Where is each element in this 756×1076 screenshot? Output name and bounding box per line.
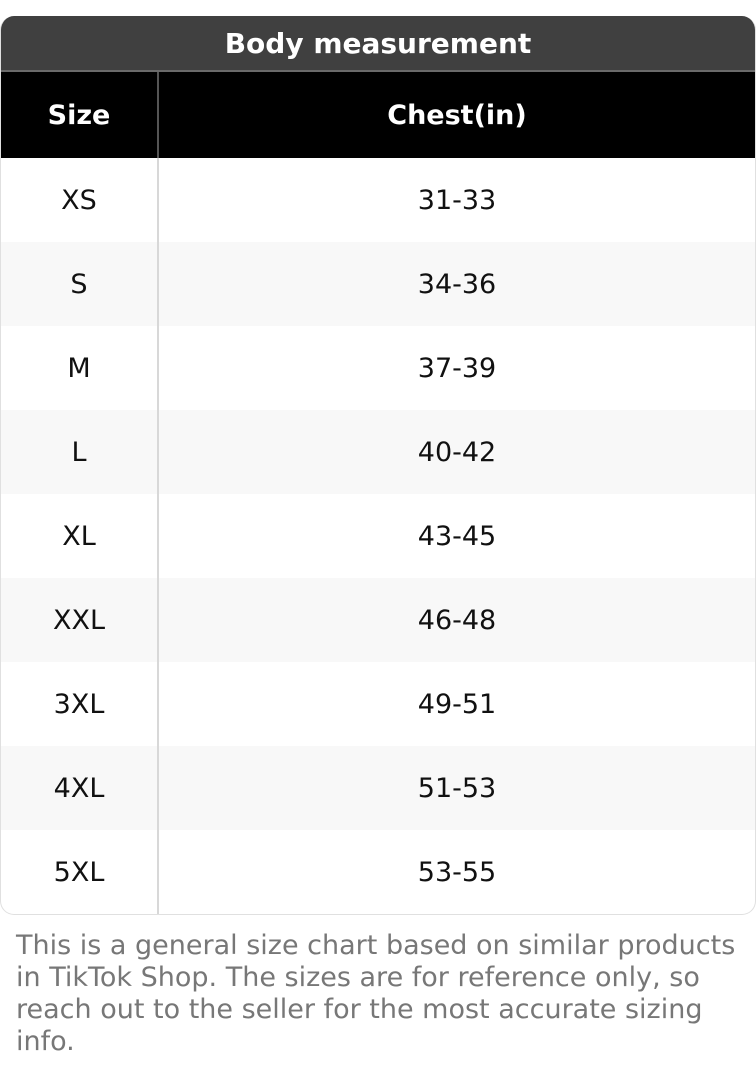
table-row: 4XL 51-53: [1, 746, 755, 830]
table-body: XS 31-33 S 34-36 M 37-39 L 40-42 XL 43-45 XXL 46-48…: [1, 158, 755, 914]
size-cell: XL: [1, 494, 159, 578]
table-row: 3XL 49-51: [1, 662, 755, 746]
size-cell: 3XL: [1, 662, 159, 746]
chest-cell: 37-39: [417, 352, 497, 384]
size-cell: XS: [1, 158, 159, 242]
size-chart-table: Body measurement Size Chest(in) XS 31-33 S…: [0, 16, 756, 915]
chest-cell: 31-33: [417, 184, 497, 216]
table-header-row: Size Chest(in): [1, 72, 755, 158]
table-row: L 40-42: [1, 410, 755, 494]
table-row: XL 43-45: [1, 494, 755, 578]
table-row: XXL 46-48: [1, 578, 755, 662]
size-cell: 4XL: [1, 746, 159, 830]
size-chart-note: This is a general size chart based on si…: [16, 930, 736, 1057]
size-cell: XXL: [1, 578, 159, 662]
chest-cell: 34-36: [417, 268, 497, 300]
chest-cell: 40-42: [417, 436, 497, 468]
chest-cell: 49-51: [417, 688, 497, 720]
size-cell: M: [1, 326, 159, 410]
table-row: M 37-39: [1, 326, 755, 410]
chest-cell: 46-48: [417, 604, 497, 636]
header-chest: Chest(in): [387, 99, 527, 131]
size-cell: 5XL: [1, 830, 159, 914]
table-title: Body measurement: [1, 16, 755, 72]
size-cell: S: [1, 242, 159, 326]
table-row: XS 31-33: [1, 158, 755, 242]
chest-cell: 43-45: [417, 520, 497, 552]
size-cell: L: [1, 410, 159, 494]
chest-cell: 51-53: [417, 772, 497, 804]
table-row: S 34-36: [1, 242, 755, 326]
chest-cell: 53-55: [417, 856, 497, 888]
table-row: 5XL 53-55: [1, 830, 755, 914]
header-size: Size: [1, 72, 159, 158]
